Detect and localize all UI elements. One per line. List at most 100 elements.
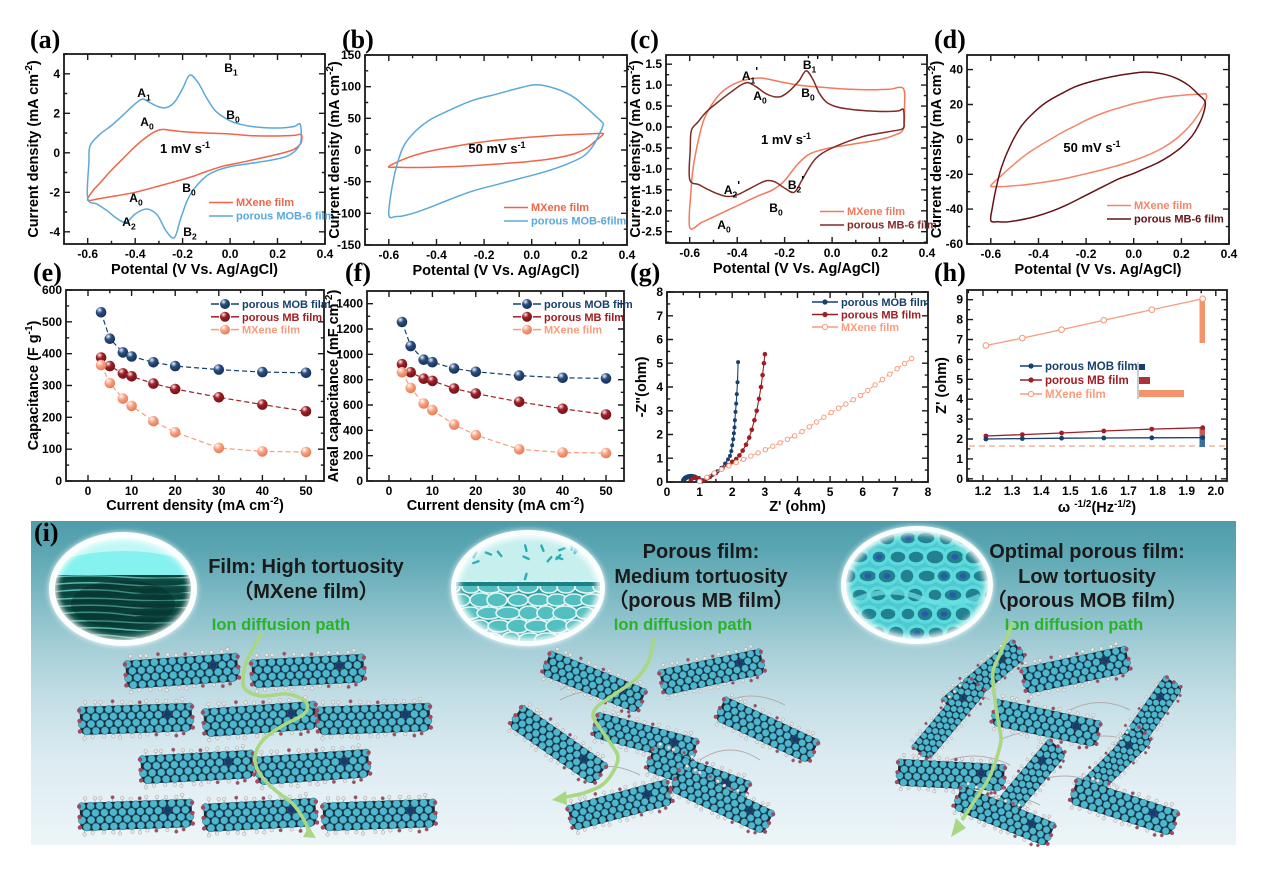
svg-text:0.0: 0.0: [645, 120, 662, 134]
svg-text:(c): (c): [630, 25, 659, 54]
svg-text:600: 600: [42, 283, 62, 297]
svg-text:Potental (V Vs. Ag/AgCl): Potental (V Vs. Ag/AgCl): [713, 261, 880, 277]
svg-text:5: 5: [827, 485, 834, 499]
svg-text:-150: -150: [337, 238, 361, 252]
svg-text:300: 300: [42, 379, 62, 393]
svg-text:2: 2: [729, 485, 736, 499]
svg-text:-0.2: -0.2: [1076, 247, 1097, 261]
svg-text:200: 200: [343, 449, 363, 463]
svg-text:-0.6: -0.6: [77, 247, 98, 261]
svg-text:Z' (ohm): Z' (ohm): [934, 357, 950, 414]
svg-text:1.3: 1.3: [1004, 484, 1021, 498]
svg-text:6: 6: [956, 352, 963, 366]
svg-text:1.0: 1.0: [645, 78, 662, 92]
svg-text:porous MOB film: porous MOB film: [242, 299, 331, 311]
svg-text:-40: -40: [946, 202, 964, 216]
svg-text:0.2: 0.2: [269, 247, 286, 261]
svg-text:8: 8: [956, 313, 963, 327]
svg-text:1.5: 1.5: [1062, 484, 1079, 498]
svg-text:0.0: 0.0: [1125, 247, 1142, 261]
svg-text:4: 4: [656, 380, 663, 394]
svg-text:porous MB film: porous MB film: [242, 312, 322, 324]
svg-text:0: 0: [956, 472, 963, 486]
svg-text:1000: 1000: [336, 347, 363, 361]
svg-text:0: 0: [956, 132, 963, 146]
svg-text:-0.2: -0.2: [474, 248, 495, 262]
svg-text:100: 100: [42, 442, 62, 456]
svg-text:Current density (mA cm-2): Current density (mA cm-2): [927, 61, 945, 239]
svg-text:1.4: 1.4: [1033, 484, 1050, 498]
svg-text:5: 5: [656, 356, 663, 370]
svg-text:Low tortuosity: Low tortuosity: [1018, 566, 1157, 588]
svg-text:-0.6: -0.6: [378, 248, 399, 262]
svg-text:10: 10: [125, 484, 139, 498]
svg-text:10: 10: [426, 484, 440, 498]
svg-text:1: 1: [656, 451, 663, 465]
svg-text:7: 7: [892, 485, 899, 499]
svg-text:20: 20: [469, 484, 483, 498]
svg-text:(h): (h): [934, 258, 966, 287]
svg-text:-2.5: -2.5: [641, 225, 662, 239]
svg-text:(g): (g): [630, 258, 660, 287]
svg-text:（MXene film）: （MXene film）: [233, 580, 379, 603]
svg-text:0.4: 0.4: [317, 247, 334, 261]
svg-text:Ion diffusion path: Ion diffusion path: [212, 616, 350, 634]
svg-text:MXene film: MXene film: [847, 206, 905, 218]
svg-text:porous MOB-6 film: porous MOB-6 film: [236, 211, 335, 223]
svg-text:ω -1/2(Hz-1/2): ω -1/2(Hz-1/2): [1058, 499, 1136, 516]
svg-text:Potental (V Vs. Ag/AgCl): Potental (V Vs. Ag/AgCl): [412, 263, 579, 279]
svg-text:0.2: 0.2: [1173, 247, 1190, 261]
svg-text:2: 2: [656, 428, 663, 442]
svg-text:0: 0: [356, 474, 363, 488]
svg-text:40: 40: [950, 63, 964, 77]
svg-text:Current density (mA cm-2): Current density (mA cm-2): [325, 61, 343, 239]
svg-text:0.0: 0.0: [523, 248, 540, 262]
svg-text:0.4: 0.4: [1221, 247, 1238, 261]
svg-text:200: 200: [42, 410, 62, 424]
svg-text:porous MB film: porous MB film: [544, 312, 624, 324]
svg-text:50: 50: [348, 111, 362, 125]
svg-text:4: 4: [956, 392, 963, 406]
svg-text:0.2: 0.2: [571, 248, 588, 262]
svg-text:MXene film: MXene film: [1134, 200, 1192, 212]
svg-text:0.0: 0.0: [824, 246, 841, 260]
svg-text:4: 4: [794, 485, 801, 499]
svg-text:porous MB film: porous MB film: [1045, 375, 1129, 387]
svg-text:-0.4: -0.4: [426, 248, 447, 262]
svg-text:-4: -4: [49, 225, 60, 239]
svg-text:porous MOB film: porous MOB film: [841, 297, 930, 309]
svg-text:0: 0: [85, 484, 92, 498]
svg-text:0.0: 0.0: [222, 247, 239, 261]
svg-text:-2: -2: [49, 185, 60, 199]
svg-text:1.9: 1.9: [1178, 484, 1195, 498]
svg-text:50 mV s-1: 50 mV s-1: [468, 140, 525, 156]
svg-text:(d): (d): [934, 25, 966, 54]
svg-text:0: 0: [386, 484, 393, 498]
svg-text:20: 20: [169, 484, 183, 498]
svg-text:0: 0: [664, 485, 671, 499]
svg-text:Ion diffusion path: Ion diffusion path: [1005, 616, 1143, 634]
svg-text:1400: 1400: [336, 297, 363, 311]
svg-text:2: 2: [53, 106, 60, 120]
svg-text:6: 6: [656, 333, 663, 347]
svg-text:Medium tortuosity: Medium tortuosity: [614, 566, 788, 588]
svg-text:500: 500: [42, 315, 62, 329]
svg-text:MXene film: MXene film: [531, 202, 589, 214]
svg-text:porous MB-6 film: porous MB-6 film: [1134, 214, 1224, 226]
svg-text:7: 7: [656, 309, 663, 323]
svg-text:porous MOB film: porous MOB film: [1045, 361, 1138, 373]
svg-text:（porous MB film）: （porous MB film）: [608, 589, 794, 612]
svg-text:Z' (ohm): Z' (ohm): [769, 499, 826, 515]
svg-text:0: 0: [656, 475, 663, 489]
svg-text:30: 30: [513, 484, 527, 498]
svg-text:2: 2: [956, 432, 963, 446]
svg-text:1200: 1200: [336, 322, 363, 336]
svg-text:MXene film: MXene film: [1045, 389, 1106, 401]
svg-text:porous MB film: porous MB film: [841, 310, 921, 322]
svg-text:30: 30: [212, 484, 226, 498]
svg-text:1.7: 1.7: [1120, 484, 1137, 498]
svg-text:50: 50: [599, 484, 613, 498]
svg-text:-0.4: -0.4: [1028, 247, 1049, 261]
svg-text:-0.6: -0.6: [679, 246, 700, 260]
svg-text:1.6: 1.6: [1091, 484, 1108, 498]
